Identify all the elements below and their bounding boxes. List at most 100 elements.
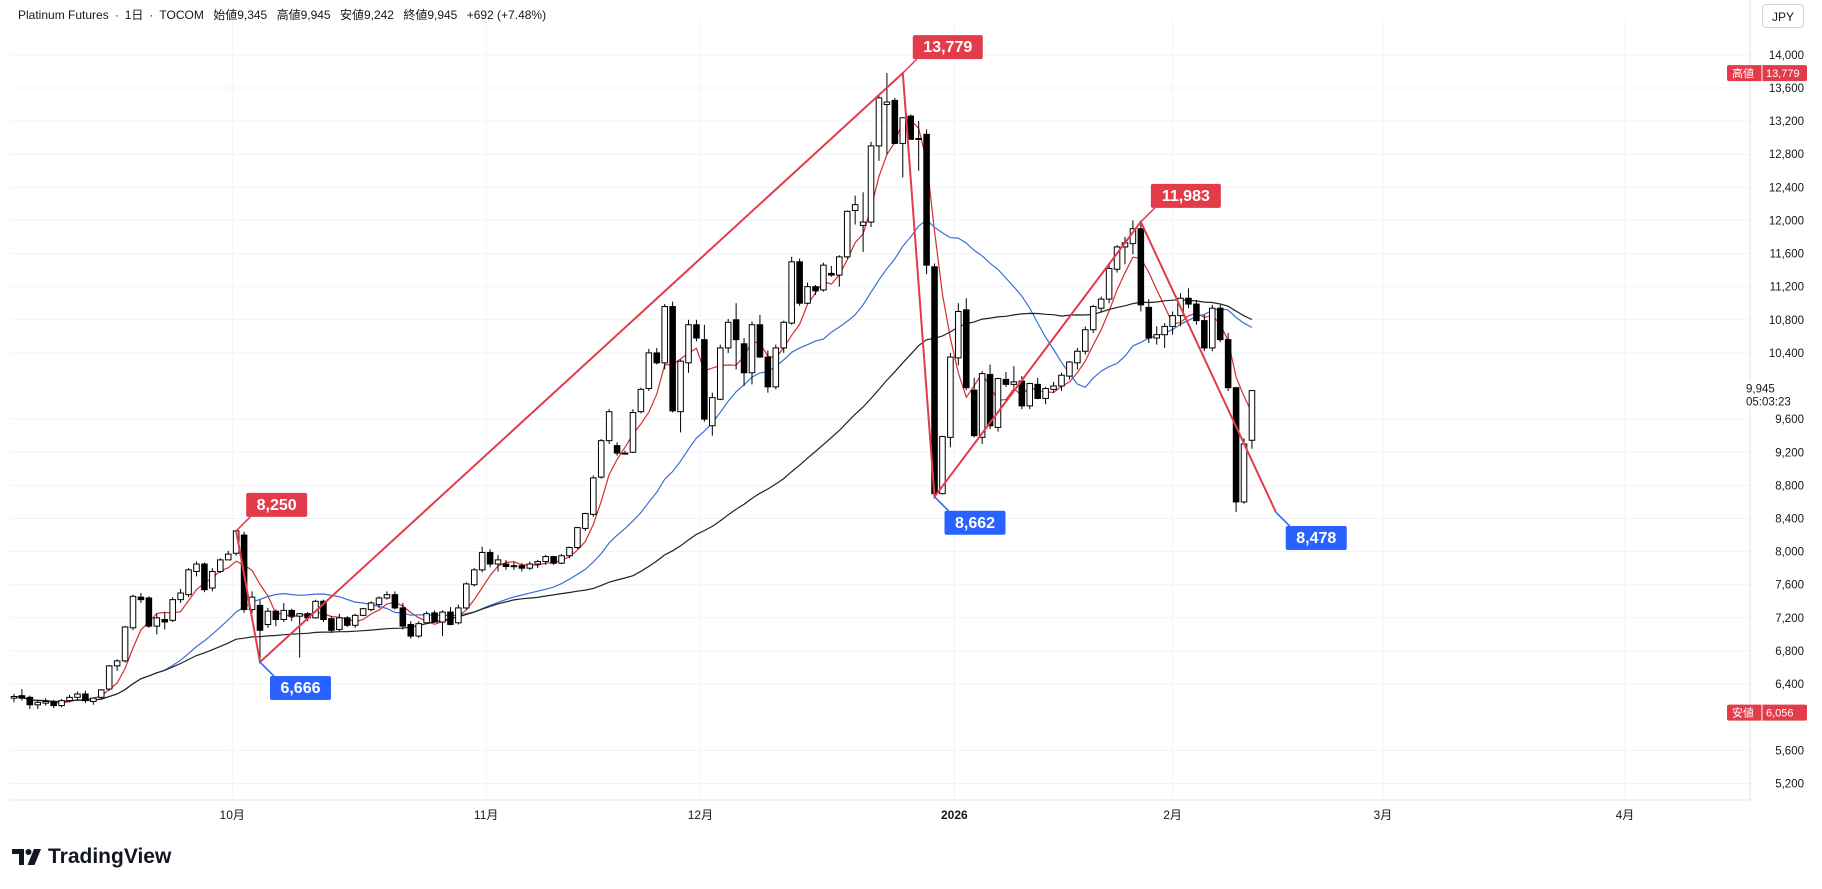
pivot-high-callout: 11,983	[1140, 183, 1221, 223]
callout-box	[1150, 183, 1221, 208]
callout-label: 6,666	[280, 680, 320, 697]
candle-body	[423, 613, 430, 624]
candle-body	[383, 594, 391, 599]
time-axis[interactable]: 10月 11月 12月 2026 2月 3月 4月	[220, 808, 1635, 822]
candle-body	[637, 388, 645, 413]
candle-body	[590, 477, 597, 515]
time-tick-label: 10月	[220, 808, 245, 822]
price-tick-label: 13,200	[1769, 116, 1804, 128]
candle-body	[82, 693, 89, 702]
price-tick-label: 9,600	[1775, 414, 1804, 426]
candle-body	[74, 693, 81, 698]
candle-body	[177, 592, 184, 601]
high-value: 高値9,945	[276, 8, 331, 22]
candle-body	[42, 700, 49, 704]
candle-body	[66, 696, 73, 702]
price-badge-prefix: 高値	[1732, 66, 1754, 80]
pivot-low-callout: 6,666	[259, 661, 331, 701]
candle-body	[1026, 383, 1034, 407]
candle-body	[709, 397, 716, 427]
candle-body	[415, 623, 422, 637]
pivot-low-callout: 8,478	[1275, 511, 1347, 551]
candle-body	[915, 137, 922, 140]
candle-body	[113, 660, 121, 667]
callout-leader	[902, 58, 918, 74]
candle-body	[391, 594, 399, 609]
candle-body	[796, 261, 803, 304]
candle-body	[939, 436, 946, 495]
tradingview-logo[interactable]: TradingView	[12, 845, 171, 869]
candle-body	[264, 610, 272, 625]
price-badge-prefix: 安値	[1732, 706, 1754, 720]
last-price-label: 9,945	[1746, 384, 1775, 396]
callout-label: 11,983	[1162, 188, 1210, 205]
candle-body	[597, 440, 605, 478]
price-tick-label: 6,800	[1775, 646, 1804, 658]
candle-body	[1201, 320, 1208, 349]
candle-body	[716, 347, 724, 400]
interval-label[interactable]: 1日	[124, 8, 144, 22]
countdown-label: 05:03:23	[1746, 397, 1791, 409]
pivot-callouts: 8,250 6,666 13,779 8,662 11,983 8,478	[235, 35, 1347, 701]
candle-body	[1097, 298, 1105, 309]
candle-body	[701, 339, 708, 420]
price-tick-label: 8,000	[1775, 547, 1804, 559]
candle-body	[558, 555, 565, 564]
candle-body	[923, 133, 930, 266]
candle-body	[1145, 306, 1153, 339]
candle-body	[367, 602, 375, 611]
candle-body	[510, 565, 518, 568]
candle-body	[1034, 383, 1041, 399]
candle-body	[962, 309, 970, 389]
price-tick-label: 7,600	[1775, 580, 1804, 592]
callout-box	[246, 492, 308, 517]
price-badge: 高値 13,779	[1727, 65, 1807, 82]
candle-body	[256, 604, 264, 631]
candle-body	[129, 595, 137, 629]
candle-body	[1248, 390, 1256, 441]
currency-button[interactable]: JPY	[1762, 4, 1804, 28]
candle-body	[1224, 339, 1232, 389]
candle-body	[1089, 306, 1097, 331]
candle-body	[645, 352, 653, 390]
candle-body	[1153, 334, 1160, 339]
candle-body	[137, 596, 145, 601]
candle-body	[26, 696, 34, 706]
candle-body	[693, 324, 700, 339]
candle-body	[851, 204, 859, 211]
price-axis[interactable]: 14,000 13,600 13,200 12,800 12,400 12,000 11,6…	[1727, 50, 1807, 791]
callout-box	[269, 676, 331, 701]
candle-body	[724, 321, 732, 349]
candle-body	[907, 115, 914, 140]
zigzag-polyline	[235, 70, 1277, 665]
candle-body	[526, 563, 534, 569]
pivot-low-callout: 8,662	[933, 496, 1006, 535]
candle-body	[1018, 380, 1026, 407]
candle-body	[1216, 307, 1224, 341]
price-tick-label: 12,400	[1769, 182, 1804, 194]
candle-body	[58, 700, 65, 707]
symbol-name[interactable]: Platinum Futures	[18, 8, 109, 22]
candle-body	[1208, 307, 1216, 349]
price-tick-label: 11,200	[1770, 282, 1804, 294]
candle-body	[169, 599, 176, 621]
price-tick-label: 8,800	[1775, 480, 1804, 492]
candle-body	[899, 117, 907, 144]
candle-body	[756, 324, 764, 358]
candle-body	[605, 411, 613, 442]
price-tick-label: 12,800	[1769, 149, 1804, 161]
tradingview-wordmark: TradingView	[48, 845, 172, 868]
candle-body	[97, 689, 105, 698]
time-tick-label: 2月	[1163, 808, 1182, 822]
price-tick-label: 14,000	[1769, 50, 1804, 62]
candle-body	[518, 565, 526, 569]
price-tick-label: 11,600	[1770, 249, 1804, 261]
candle-body	[463, 583, 470, 609]
candle-body	[994, 378, 1002, 428]
candle-body	[542, 556, 549, 563]
candle-body	[1066, 361, 1073, 377]
price-badge: 安値 6,056	[1727, 704, 1807, 721]
price-tick-label: 12,000	[1769, 215, 1804, 227]
callout-box	[944, 510, 1006, 535]
